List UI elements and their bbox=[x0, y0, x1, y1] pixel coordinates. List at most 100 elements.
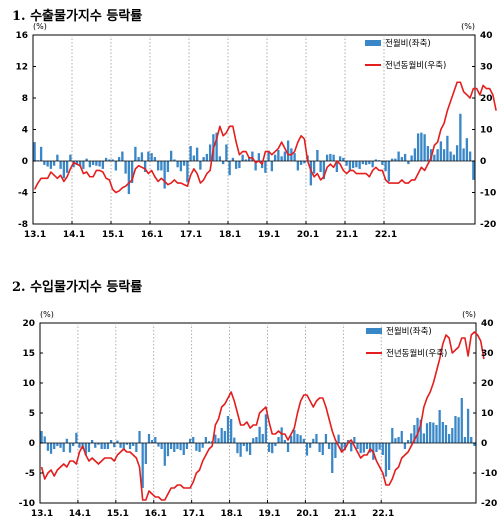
bar bbox=[429, 422, 432, 443]
bar bbox=[280, 156, 283, 161]
bar bbox=[195, 443, 198, 451]
bar bbox=[403, 443, 407, 449]
y-left-tick-label: 10 bbox=[22, 379, 35, 389]
bar bbox=[319, 161, 322, 173]
bar bbox=[195, 147, 199, 161]
bar bbox=[318, 443, 321, 452]
bar bbox=[451, 428, 454, 443]
bar bbox=[406, 440, 410, 443]
legend-label-line: 전년동월비(우축) bbox=[386, 348, 447, 359]
bar bbox=[85, 158, 88, 161]
bar bbox=[324, 434, 328, 443]
bar bbox=[364, 161, 368, 165]
x-tick-label: 20.1 bbox=[296, 509, 318, 519]
bar bbox=[472, 161, 475, 180]
bar bbox=[293, 429, 296, 443]
bar bbox=[62, 161, 66, 179]
y-right-tick-label: -20 bbox=[481, 499, 497, 509]
y-left-tick-label: -5 bbox=[25, 469, 35, 479]
bar bbox=[426, 146, 430, 161]
bar bbox=[241, 154, 244, 161]
bar bbox=[111, 159, 114, 161]
bar bbox=[160, 443, 163, 449]
import-chart-title: 2. 수입물가지수 등락률 bbox=[12, 280, 143, 295]
bar bbox=[78, 161, 82, 167]
bar bbox=[348, 161, 352, 172]
bar bbox=[381, 443, 384, 455]
bar bbox=[387, 443, 391, 470]
bar bbox=[368, 161, 371, 165]
bar bbox=[312, 438, 315, 443]
legend-label-bar: 전월비(좌축) bbox=[386, 326, 432, 337]
y-left-tick-label: 0 bbox=[22, 157, 28, 167]
bar bbox=[251, 151, 254, 161]
bar bbox=[215, 132, 218, 161]
bar bbox=[104, 157, 108, 161]
y-left-tick-label: -10 bbox=[19, 499, 35, 509]
y-right-tick-label: -10 bbox=[480, 189, 496, 199]
bar bbox=[384, 161, 387, 172]
bar bbox=[459, 113, 462, 161]
bar bbox=[169, 443, 173, 449]
bar bbox=[466, 408, 470, 443]
bar bbox=[59, 443, 62, 448]
bar bbox=[82, 161, 85, 169]
bar bbox=[75, 432, 78, 443]
bar bbox=[283, 151, 287, 161]
bar bbox=[244, 159, 248, 161]
bar bbox=[185, 443, 189, 449]
bar bbox=[128, 443, 132, 449]
bar bbox=[258, 426, 261, 443]
bar bbox=[143, 161, 147, 173]
bar bbox=[438, 410, 441, 443]
x-tick-label: 16.1 bbox=[145, 509, 167, 519]
y-right-tick-label: 20 bbox=[480, 94, 493, 104]
bar bbox=[163, 443, 166, 466]
x-tick-label: 19.1 bbox=[258, 230, 280, 240]
bar bbox=[286, 140, 290, 161]
bar bbox=[460, 398, 463, 443]
y-right-tick-label: 20 bbox=[481, 379, 494, 389]
bar bbox=[322, 161, 326, 180]
bar bbox=[98, 161, 101, 167]
y-right-tick-label: 30 bbox=[481, 349, 494, 359]
bar bbox=[173, 443, 176, 452]
bar bbox=[351, 161, 355, 169]
bar bbox=[97, 443, 100, 445]
y-left-unit: (%) bbox=[33, 22, 47, 31]
bar bbox=[416, 417, 419, 443]
bar bbox=[331, 443, 334, 473]
bar bbox=[239, 443, 242, 457]
bar bbox=[410, 433, 413, 443]
line-series bbox=[40, 331, 485, 501]
bar bbox=[419, 419, 422, 443]
bar bbox=[231, 157, 235, 161]
y-right-unit: (%) bbox=[462, 310, 476, 319]
bar bbox=[62, 443, 65, 452]
bar bbox=[113, 443, 116, 448]
bar bbox=[394, 438, 397, 443]
bar bbox=[238, 161, 241, 169]
bar bbox=[267, 443, 271, 452]
bar bbox=[353, 437, 356, 443]
y-left-tick-label: 15 bbox=[22, 349, 35, 359]
y-left-tick-label: 8 bbox=[22, 94, 28, 104]
bar bbox=[342, 157, 345, 161]
bar bbox=[173, 159, 176, 161]
bar bbox=[299, 435, 302, 443]
bar bbox=[147, 151, 150, 161]
bar bbox=[176, 443, 179, 449]
bar bbox=[69, 154, 72, 161]
bar bbox=[116, 440, 119, 443]
bar bbox=[226, 416, 230, 443]
bar bbox=[252, 438, 255, 443]
bar bbox=[422, 433, 425, 443]
x-tick-label: 14.1 bbox=[63, 230, 85, 240]
bar bbox=[365, 443, 369, 449]
y-right-tick-label: 0 bbox=[481, 439, 487, 449]
bar bbox=[332, 154, 335, 161]
bar bbox=[223, 431, 226, 443]
bar bbox=[444, 425, 448, 443]
bar bbox=[53, 443, 56, 449]
